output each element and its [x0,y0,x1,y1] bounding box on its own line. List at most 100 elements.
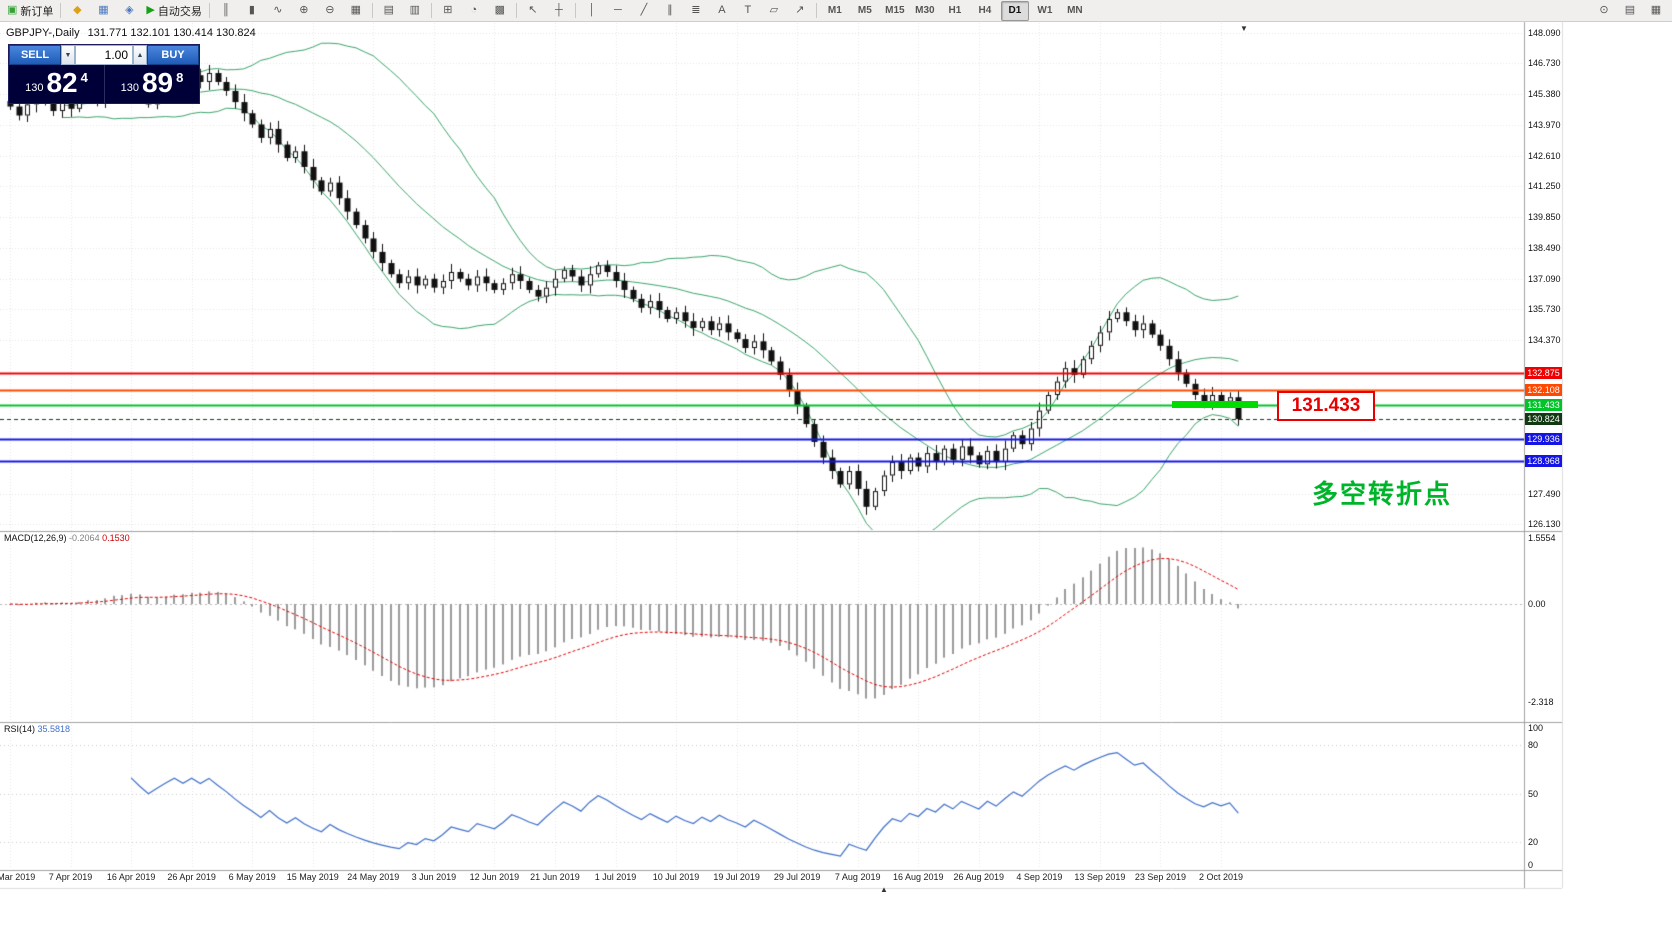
text-icon: A [718,4,726,16]
toolbar-separator [815,3,817,18]
sell-price-button[interactable]: 130 82 4 [9,65,104,103]
chart-list-icon: ▤ [1624,4,1636,16]
crosshair-button[interactable]: ┼ [547,1,571,21]
buy-button[interactable]: BUY [147,45,199,65]
search-icon: ⊙ [1599,4,1609,16]
zoom-out-button[interactable]: ⊖ [318,1,342,21]
buy-price-button[interactable]: 130 89 8 [104,65,199,103]
volume-increase-button[interactable]: ▲ [133,45,147,65]
zoom-in-icon: ⊕ [299,4,309,16]
cascade-windows-button[interactable]: ▥ [403,1,427,21]
fibonacci-button[interactable]: ≣ [684,1,708,21]
one-click-trading-panel: SELL ▼ ▲ BUY 130 82 4 130 89 8 [8,44,200,104]
volume-input[interactable] [75,45,133,65]
chart-list-button[interactable]: ▤ [1618,1,1642,21]
sell-price-big: 82 [46,67,78,98]
toolbar-separator [371,3,373,18]
data-window-button[interactable]: ▦ [91,1,115,21]
search-button[interactable]: ⊙ [1592,1,1616,21]
trendline-icon: ╱ [640,4,648,16]
candlestick-icon: ▮ [248,4,255,16]
trade-panel-top-row: SELL ▼ ▲ BUY [9,45,199,65]
chart-shift-marker[interactable]: ▼ [1240,24,1248,33]
price-annotation-box[interactable]: 131.433 [1277,391,1375,421]
trade-panel-prices: 130 82 4 130 89 8 [9,65,199,103]
horizontal-line-button[interactable]: ─ [606,1,630,21]
navigator-button[interactable]: ◈ [117,1,141,21]
caret-down-icon: ▼ [64,51,72,59]
timeframe-button-MN[interactable]: MN [1067,5,1083,16]
sell-price-prefix: 130 [25,82,44,94]
vertical-line-icon: │ [588,4,596,16]
text-label-button[interactable]: T [736,1,760,21]
bar-chart-type-button[interactable]: ║ [214,1,238,21]
horizontal-line-icon: ─ [613,4,622,16]
timeframe-button-M15[interactable]: M15 [885,5,905,16]
timeframe-button-M5[interactable]: M5 [857,5,872,16]
layout-icon: ▦ [1650,4,1662,16]
timeframe-button-H4[interactable]: H4 [978,5,992,16]
new-order-button[interactable]: ▣ 新订单 [4,1,56,21]
data-window-icon: ▦ [98,4,109,16]
timeframe-button-M1[interactable]: M1 [827,5,842,16]
tile-windows-button[interactable]: ▦ [344,1,368,21]
zoom-out-icon: ⊖ [325,4,335,16]
toolbar-separator [208,3,210,18]
timeframe-button-H1[interactable]: H1 [948,5,962,16]
new-chart-button[interactable]: ⊞ [436,1,460,21]
cursor-icon: ↖ [528,4,538,16]
arrow-tool-icon: ↗ [795,4,805,16]
candlestick-chart-type-button[interactable]: ▮ [240,1,264,21]
market-watch-button[interactable]: ◆ [65,1,89,21]
buy-price-big: 89 [141,67,174,98]
clock-icon: ◔ [470,4,478,16]
timeframe-button-W1[interactable]: W1 [1037,5,1053,16]
bar-chart-icon: ║ [221,4,230,16]
template-button[interactable]: ▩ [488,1,512,21]
highlight-segment[interactable] [1172,401,1258,408]
chart-ohlc-values: 131.771 132.101 130.414 130.824 [87,27,256,39]
caret-up-icon: ▲ [136,51,144,59]
market-watch-icon: ◆ [73,4,82,16]
shapes-icon: ▱ [769,4,779,16]
chart-symbol-header: GBPJPY-,Daily 131.771 132.101 130.414 13… [6,27,256,39]
trendline-button[interactable]: ╱ [632,1,656,21]
sell-button[interactable]: SELL [9,45,61,65]
channel-button[interactable]: ∥ [658,1,682,21]
shapes-button[interactable]: ▱ [762,1,786,21]
vertical-line-button[interactable]: │ [580,1,604,21]
scroll-position-marker[interactable]: ▲ [880,885,888,894]
channel-icon: ∥ [667,4,673,16]
line-chart-icon: ∿ [273,4,283,16]
layout-button[interactable]: ▦ [1644,1,1668,21]
text-label-icon: T [744,4,752,16]
sell-price-sup: 4 [80,70,88,85]
text-button[interactable]: A [710,1,734,21]
main-toolbar: ▣ 新订单 ◆ ▦ ◈ ▶ 自动交易 ║ ▮ ∿ ⊕ ⊖ ▦ ▤ ▥ ⊞ ◔ ▩ ↖ ┼ │ ─ ╱ ∥ ≣ A T ▱ ↗ M1 M5 M1… [0,0,1672,22]
timeframe-button-D1[interactable]: D1 [1000,0,1029,21]
cursor-button[interactable]: ↖ [521,1,545,21]
arrange-windows-button[interactable]: ▤ [377,1,401,21]
line-chart-type-button[interactable]: ∿ [266,1,290,21]
new-chart-icon: ⊞ [443,4,453,16]
navigator-icon: ◈ [125,4,134,16]
toolbar-separator [515,3,517,18]
toolbar-separator [430,3,432,18]
turning-point-label[interactable]: 多空转折点 [1312,479,1453,509]
timeframe-button-M30[interactable]: M30 [915,5,935,16]
auto-trading-button[interactable]: ▶ 自动交易 [143,1,204,21]
fibonacci-icon: ≣ [691,4,701,16]
period-button[interactable]: ◔ [462,1,486,21]
tile-windows-icon: ▦ [350,4,362,16]
template-icon: ▩ [494,4,506,16]
arrows-button[interactable]: ↗ [788,1,812,21]
zoom-in-button[interactable]: ⊕ [292,1,316,21]
crosshair-icon: ┼ [554,4,563,16]
auto-trading-icon: ▶ [146,4,155,16]
buy-price-sup: 8 [176,70,184,85]
volume-decrease-button[interactable]: ▼ [61,45,75,65]
auto-trading-button-label: 自动交易 [157,5,202,18]
new-order-icon: ▣ [7,4,18,16]
cascade-icon: ▥ [409,4,421,16]
